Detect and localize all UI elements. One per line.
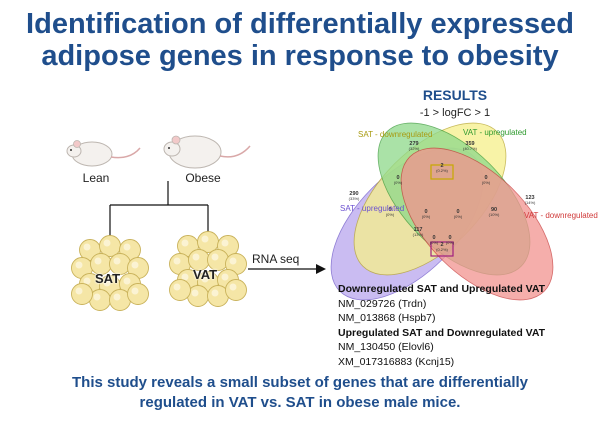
venn-count: 2 [440,163,443,169]
venn-count: 90 [491,207,497,213]
label-vat-upregulated: VAT - upregulated [463,128,527,137]
venn-percent: (33%) [349,196,360,201]
venn-percent: (0.2%) [436,247,448,252]
lean-label: Lean [82,171,110,185]
venn-percent: (0%) [386,212,395,217]
gene-item: NM_130450 (Elovl6) [338,341,434,353]
venn-count: 123 [525,195,534,201]
gene-item: NM_029726 (Trdn) [338,297,427,310]
venn-percent: (0%) [430,240,439,245]
venn-count: 2 [440,242,443,248]
highlight-box-top [430,164,454,180]
venn-percent: (32%) [409,146,420,151]
venn-percent: (14%) [525,200,536,205]
venn-count: 117 [414,227,423,233]
obese-label: Obese [185,171,221,185]
results-heading: RESULTS [422,87,488,103]
group1-heading: Downregulated SAT and Upregulated VAT [338,283,546,295]
venn-percent: (0.2%) [436,168,448,173]
title-line-2: adipose genes in response to obesity [41,40,559,72]
label-sat-upregulated: SAT - upregulated [340,204,404,213]
gene-item: XM_017316883 (Kcnj15) [338,355,455,368]
venn-count: 0 [388,207,391,213]
venn-count: 359 [465,141,474,147]
venn-count: 0 [432,235,435,241]
venn-vat-down [400,147,554,301]
venn-percent: (0%) [422,214,431,219]
venn-count: 279 [409,141,418,147]
sat-label: SAT [95,271,121,286]
sat-tissue-icon [71,235,149,311]
venn-count: 0 [484,175,487,181]
conclusion-text: This study reveals a small subset of gen… [0,373,600,413]
group2-heading: Upregulated SAT and Downregulated VAT [338,326,546,339]
venn-percent: (0%) [446,240,455,245]
highlight-box-bottom [430,241,454,257]
vat-tissue-icon [169,231,247,307]
conclusion-line-2: regulated in VAT vs. SAT in obese male m… [139,394,461,411]
venn-count: 0 [448,235,451,241]
rnaseq-label: RNA seq [252,252,300,266]
venn-percent: (0%) [394,180,403,185]
venn-count: 0 [424,209,427,215]
venn-percent: (0%) [454,214,463,219]
lean-mouse-icon [66,140,141,167]
label-vat-downregulated: VAT - downregulated [524,211,598,220]
gene-item: NM_013868 (Hspb7) [338,312,436,324]
obese-mouse-icon [163,135,251,169]
label-sat-downregulated: SAT - downregulated [358,130,432,139]
rnaseq-arrow-head-icon [316,264,326,274]
venn-percent: (10%) [489,212,500,217]
venn-diagram: 279(32%)359(40.7%)290(33%) 123(14%)0(0%)2… [330,122,554,301]
gene-list: Downregulated SAT and Upregulated VAT NM… [338,282,600,369]
flow-connector [109,181,209,240]
conclusion-line-1: This study reveals a small subset of gen… [72,374,528,391]
venn-percent: (40.7%) [463,146,478,151]
venn-percent: (13%) [413,232,424,237]
poster-title: Identification of differentially express… [0,8,600,72]
vat-label: VAT [193,267,218,282]
venn-count: 0 [396,175,399,181]
venn-count: 0 [456,209,459,215]
venn-count: 290 [349,191,358,197]
venn-percent: (0%) [482,180,491,185]
title-line-1: Identification of differentially express… [26,8,574,40]
logfc-threshold: -1 > logFC > 1 [419,107,491,119]
